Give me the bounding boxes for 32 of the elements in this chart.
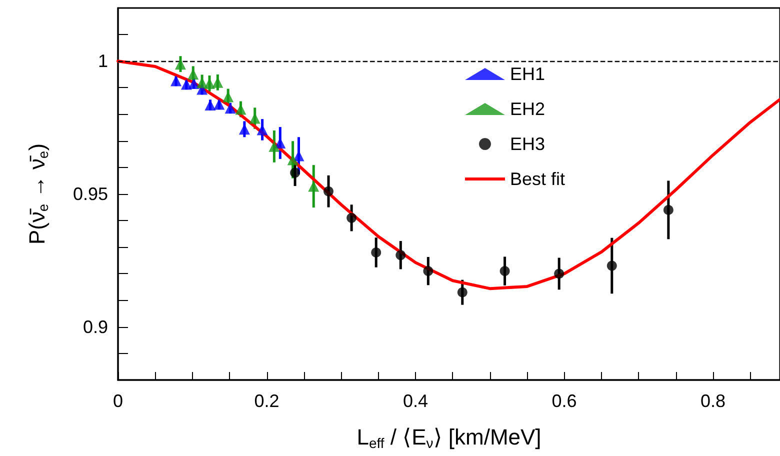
- point: [663, 204, 674, 215]
- legend-label: Best fit: [510, 169, 566, 189]
- point: [423, 266, 434, 276]
- point: [500, 266, 510, 276]
- point: [180, 78, 192, 90]
- point: [371, 247, 382, 258]
- y-tick-label: 0.9: [82, 316, 108, 337]
- point: [457, 287, 468, 298]
- x-tick-label: 0.2: [254, 391, 280, 411]
- point: [204, 99, 216, 110]
- point: [554, 268, 564, 279]
- point: [224, 102, 236, 114]
- x-tick-label: 0: [112, 391, 124, 411]
- legend-label: EH3: [510, 134, 545, 154]
- x-tick-label: 0.6: [552, 391, 577, 411]
- y-tick-label: 1: [98, 51, 108, 72]
- point: [170, 75, 182, 86]
- point: [268, 140, 280, 152]
- line-series: [116, 60, 780, 290]
- point: [308, 180, 320, 192]
- point: [324, 186, 334, 196]
- point: [214, 98, 225, 110]
- y-tick-label: 0.95: [72, 184, 108, 204]
- legend-label: EH1: [510, 64, 545, 84]
- point: [346, 212, 357, 223]
- point: [188, 78, 200, 89]
- x-tick-label: 0.4: [403, 391, 428, 411]
- legend-label: EH2: [510, 99, 545, 119]
- point: [290, 168, 300, 178]
- point: [606, 260, 617, 271]
- x-tick-label: 0.8: [700, 391, 726, 411]
- point: [396, 250, 406, 260]
